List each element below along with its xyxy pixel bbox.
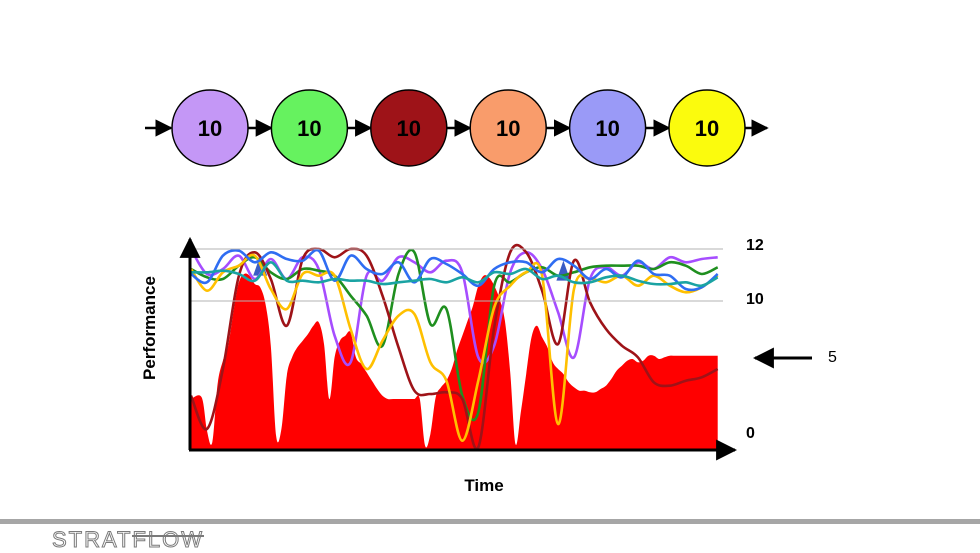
station-capacity-label: 10 xyxy=(595,116,619,141)
performance-chart: Performance Time 12 10 0 5 xyxy=(140,236,837,495)
station-3: 10 xyxy=(370,89,472,167)
station-lines xyxy=(189,243,719,451)
throughput-value-label: 5 xyxy=(828,349,837,366)
process-flow: 10 10 10 10 10 10 xyxy=(145,89,769,167)
station-5: 10 xyxy=(568,89,671,167)
station-6: 10 xyxy=(668,89,769,167)
y-tick-10: 10 xyxy=(746,291,764,308)
station-2: 10 xyxy=(270,89,373,167)
station-capacity-label: 10 xyxy=(496,116,520,141)
throughput-fill xyxy=(191,273,718,449)
series-line-station-5 xyxy=(190,248,719,292)
y-tick-12: 12 xyxy=(746,237,764,254)
y-tick-0: 0 xyxy=(746,425,755,442)
x-axis-label: Time xyxy=(464,476,503,495)
y-axis-label: Performance xyxy=(140,276,159,380)
station-4: 10 xyxy=(469,89,572,167)
station-capacity-label: 10 xyxy=(297,116,321,141)
station-1: 10 xyxy=(171,89,274,167)
station-capacity-label: 10 xyxy=(397,116,421,141)
stratflow-logo: STRATFLOW xyxy=(51,527,205,553)
series-line-station-3 xyxy=(189,243,719,451)
footer-divider xyxy=(0,519,980,524)
station-capacity-label: 10 xyxy=(198,116,222,141)
station-capacity-label: 10 xyxy=(695,116,719,141)
series-line-station-2 xyxy=(190,248,719,422)
series-line-station-6 xyxy=(190,261,719,288)
